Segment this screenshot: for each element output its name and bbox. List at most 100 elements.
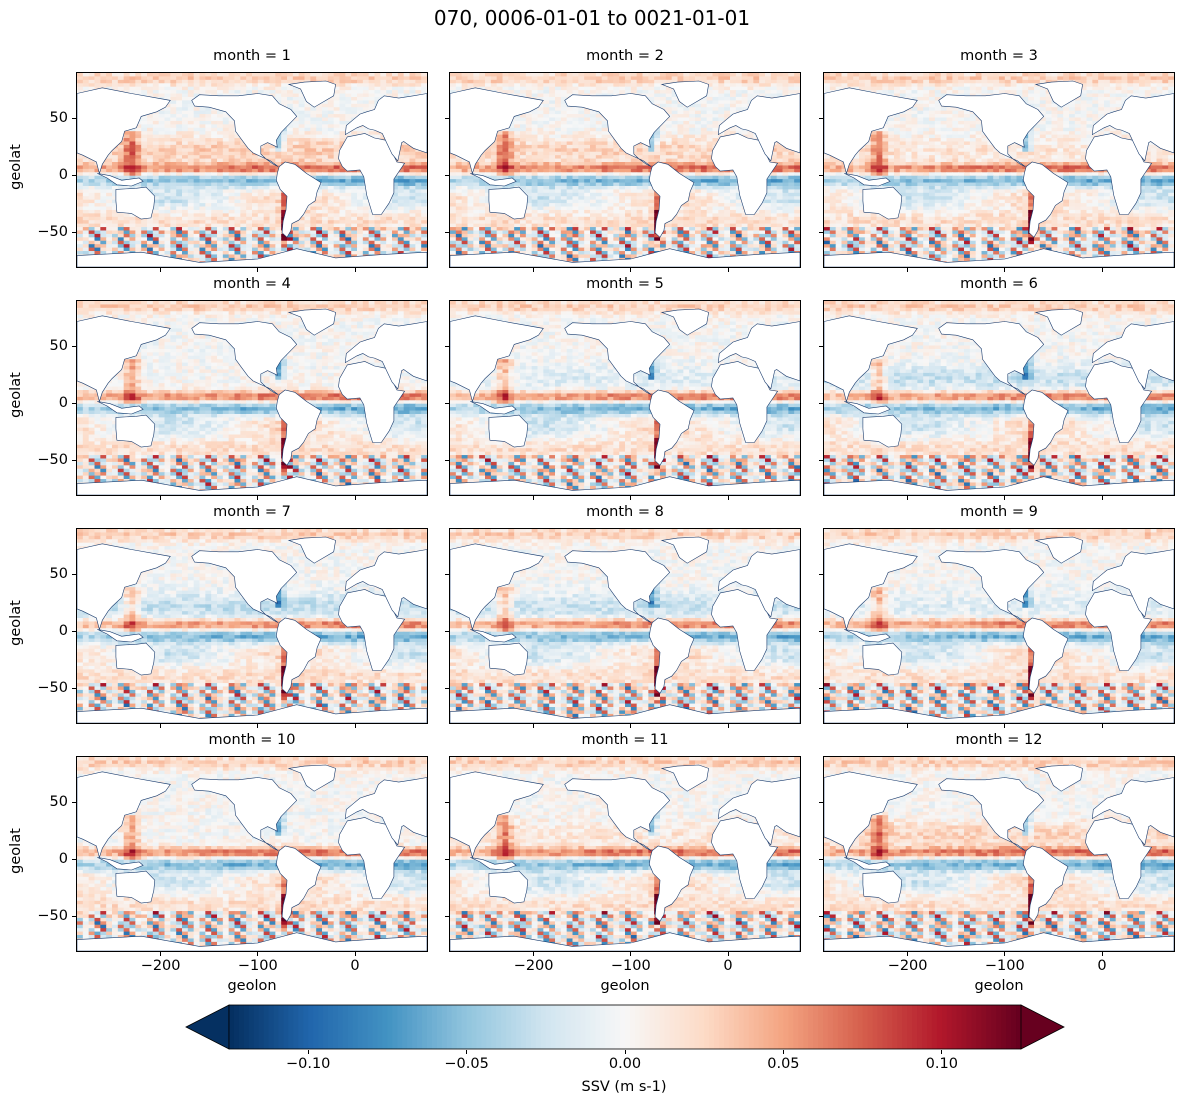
- heatmap-cell: [753, 93, 760, 98]
- heatmap-cell: [695, 114, 702, 119]
- heatmap-cell: [322, 131, 329, 136]
- heatmap-cell: [724, 131, 731, 136]
- heatmap-cell: [234, 227, 241, 232]
- heatmap-cell: [158, 172, 166, 177]
- heatmap-cell: [269, 213, 276, 218]
- heatmap-cell: [368, 240, 376, 245]
- heatmap-cell: [677, 103, 684, 108]
- heatmap-cell: [351, 103, 358, 108]
- heatmap-cell: [234, 86, 241, 91]
- heatmap-cell: [351, 127, 358, 132]
- heatmap-cell: [327, 196, 335, 201]
- heatmap-cell: [706, 117, 714, 122]
- heatmap-cell: [601, 83, 609, 88]
- heatmap-cell: [252, 251, 259, 256]
- heatmap-cell: [117, 227, 125, 232]
- heatmap-cell: [595, 73, 603, 78]
- heatmap-cell: [141, 86, 148, 91]
- heatmap-cell: [671, 93, 679, 98]
- heatmap-cell: [252, 254, 259, 259]
- heatmap-cell: [176, 120, 183, 125]
- heatmap-cell: [316, 192, 323, 197]
- heatmap-cell: [386, 227, 393, 232]
- heatmap-cell: [193, 114, 201, 119]
- heatmap-cell: [222, 220, 230, 225]
- heatmap-cell: [117, 86, 125, 91]
- heatmap-cell: [339, 223, 346, 228]
- heatmap-cell: [351, 86, 358, 91]
- heatmap-cell: [339, 117, 346, 122]
- heatmap-cell: [152, 230, 160, 235]
- heatmap-cell: [88, 199, 96, 204]
- heatmap-cell: [724, 86, 731, 91]
- heatmap-cell: [152, 155, 160, 160]
- heatmap-cell: [182, 96, 189, 101]
- heatmap-cell: [316, 168, 323, 173]
- heatmap-cell: [735, 127, 743, 132]
- heatmap-cell: [403, 220, 411, 225]
- heatmap-cell: [357, 86, 364, 91]
- heatmap-cell: [304, 213, 311, 218]
- heatmap-cell: [421, 86, 427, 91]
- heatmap-cell: [257, 90, 265, 95]
- heatmap-cell: [292, 93, 300, 98]
- heatmap-cell: [706, 107, 714, 112]
- heatmap-cell: [747, 73, 754, 78]
- heatmap-cell: [689, 110, 696, 115]
- heatmap-cell: [170, 155, 177, 160]
- heatmap-cell: [164, 93, 171, 98]
- heatmap-cell: [351, 206, 358, 211]
- heatmap-cell: [368, 223, 376, 228]
- heatmap-cell: [327, 227, 335, 232]
- heatmap-cell: [514, 86, 521, 91]
- heatmap-cell: [642, 155, 649, 160]
- heatmap-cell: [572, 134, 579, 139]
- heatmap-cell: [572, 120, 579, 125]
- heatmap-cell: [112, 158, 119, 163]
- heatmap-cell: [543, 134, 550, 139]
- heatmap-cell: [485, 158, 492, 163]
- heatmap-cell: [77, 233, 84, 238]
- heatmap-cell: [741, 107, 749, 112]
- heatmap-cell: [601, 86, 609, 91]
- heatmap-cell: [135, 151, 142, 156]
- heatmap-cell: [246, 189, 253, 194]
- heatmap-cell: [700, 114, 708, 119]
- heatmap-cell: [205, 185, 212, 190]
- heatmap-cell: [269, 233, 276, 238]
- heatmap-cell: [392, 216, 399, 221]
- heatmap-cell: [263, 185, 271, 190]
- heatmap-cell: [578, 110, 585, 115]
- heatmap-cell: [322, 192, 329, 197]
- heatmap-cell: [193, 168, 201, 173]
- heatmap-cell: [228, 196, 236, 201]
- heatmap-cell: [176, 162, 183, 167]
- heatmap-cell: [368, 244, 376, 249]
- heatmap-cell: [339, 100, 346, 105]
- heatmap-cell: [211, 257, 218, 262]
- heatmap-cell: [147, 233, 154, 238]
- heatmap-cell: [228, 203, 236, 208]
- heatmap-cell: [327, 144, 335, 149]
- heatmap-cell: [415, 165, 422, 170]
- heatmap-cell: [287, 134, 294, 139]
- heatmap-cell: [333, 144, 341, 149]
- heatmap-cell: [578, 127, 585, 132]
- heatmap-cell: [345, 247, 352, 252]
- heatmap-cell: [199, 117, 206, 122]
- heatmap-cell: [747, 90, 754, 95]
- heatmap-cell: [595, 110, 603, 115]
- heatmap-cell: [263, 199, 271, 204]
- heatmap-cell: [182, 107, 189, 112]
- heatmap-cell: [351, 223, 358, 228]
- heatmap-cell: [724, 107, 731, 112]
- heatmap-cell: [100, 83, 107, 88]
- heatmap-cell: [543, 86, 550, 91]
- heatmap-cell: [217, 117, 224, 122]
- heatmap-cell: [322, 141, 329, 146]
- heatmap-cell: [298, 100, 306, 105]
- heatmap-cell: [502, 131, 509, 136]
- heatmap-cell: [94, 79, 101, 84]
- heatmap-cell: [211, 158, 218, 163]
- heatmap-cell: [421, 216, 427, 221]
